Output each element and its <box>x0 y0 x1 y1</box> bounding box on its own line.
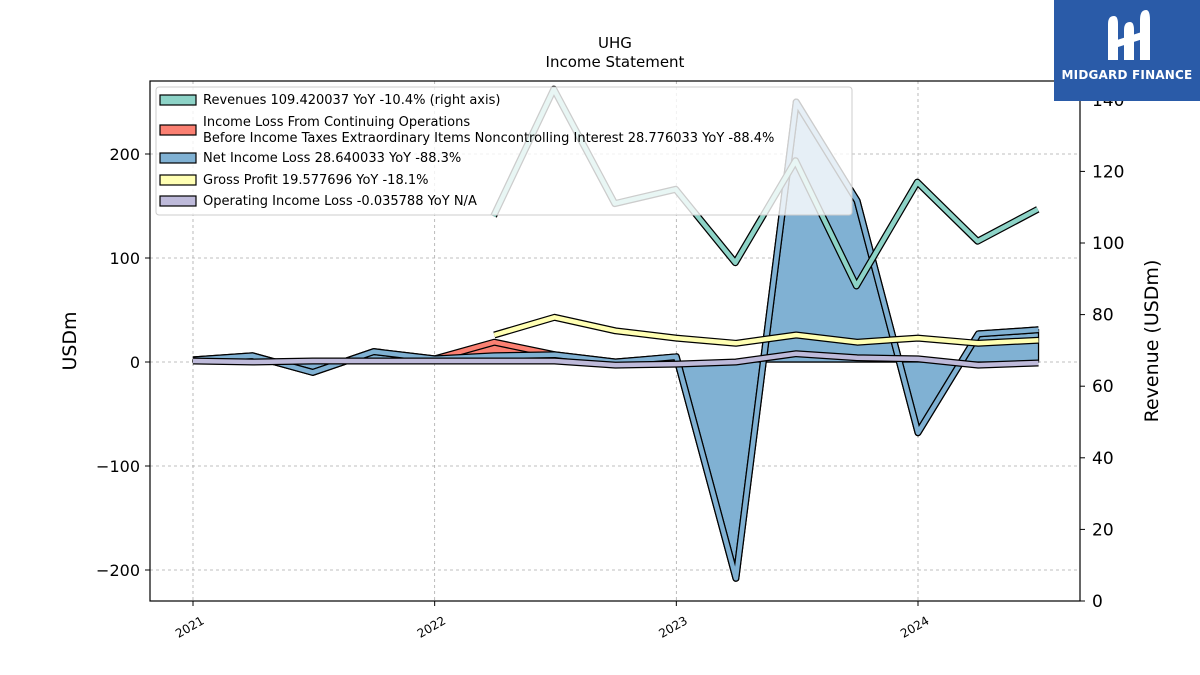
legend-income-before-taxes: Income Loss From Continuing OperationsBe… <box>159 115 774 146</box>
chart-title: UHG <box>598 34 632 52</box>
legend-income-before-taxes-label: Before Income Taxes Extraordinary Items … <box>203 131 774 146</box>
legend-operating-income: Operating Income Loss -0.035788 YoY N/A <box>159 194 477 209</box>
legend-gross-profit: Gross Profit 19.577696 YoY -18.1% <box>159 173 428 188</box>
legend-revenues-swatch <box>159 94 197 106</box>
legend-gross-profit-swatch <box>159 174 197 186</box>
series-layer <box>192 85 1040 582</box>
y-right-tick-label: 80 <box>1092 306 1114 326</box>
chart-subtitle: Income Statement <box>546 53 685 71</box>
legend-gross-profit-label: Gross Profit 19.577696 YoY -18.1% <box>203 173 428 188</box>
plot-frame <box>149 80 1081 602</box>
y-right-tick-label: 40 <box>1092 449 1114 469</box>
legend-operating-income-swatch <box>159 195 197 207</box>
legend-operating-income-label: Operating Income Loss -0.035788 YoY N/A <box>203 194 477 209</box>
y-tick-label: −200 <box>96 561 140 580</box>
y-tick-label: −100 <box>96 457 140 476</box>
legend-net-income-swatch <box>159 152 197 164</box>
y-right-tick-label: 20 <box>1092 520 1114 540</box>
legend-income-before-taxes-swatch <box>159 124 197 136</box>
right-axis-ticks: 020406080100120140 <box>1080 91 1124 612</box>
legend-net-income-label: Net Income Loss 28.640033 YoY -88.3% <box>203 151 461 166</box>
legend-income-before-taxes-label: Income Loss From Continuing Operations <box>203 115 470 130</box>
legend-revenues: Revenues 109.420037 YoY -10.4% (right ax… <box>159 93 500 108</box>
midgard-finance-logo: MIDGARD FINANCE <box>1054 0 1200 101</box>
series-gross-profit-line <box>493 315 1039 346</box>
midgard-logo-icon <box>1108 10 1150 60</box>
y-right-tick-label: 0 <box>1092 592 1103 612</box>
y-right-tick-label: 120 <box>1092 162 1124 182</box>
legend-revenues-label: Revenues 109.420037 YoY -10.4% (right ax… <box>203 93 500 108</box>
brand-name: MIDGARD FINANCE <box>1061 68 1193 82</box>
legend-net-income: Net Income Loss 28.640033 YoY -88.3% <box>159 151 461 166</box>
y-tick-label: 100 <box>109 249 140 268</box>
x-tick-label: 2022 <box>415 613 448 640</box>
y-axis-label: USDm <box>59 311 81 370</box>
legend-box <box>155 86 853 216</box>
y-axis-right-label: Revenue (USDm) <box>1141 260 1163 423</box>
left-axis-ticks: −200 −100 0 100 200 <box>96 145 150 580</box>
series-operating-income-line <box>192 351 1039 368</box>
series-gross-profit <box>493 313 1039 347</box>
legend: Revenues 109.420037 YoY -10.4% (right ax… <box>155 86 853 216</box>
series-operating-income <box>192 350 1039 369</box>
y-tick-label: 0 <box>130 353 140 372</box>
x-tick-label: 2021 <box>173 613 206 640</box>
y-right-tick-label: 100 <box>1092 234 1124 254</box>
y-right-tick-label: 60 <box>1092 377 1114 397</box>
x-tick-label: 2023 <box>656 613 689 640</box>
x-axis-ticks: 2021 2022 2023 2024 <box>173 601 932 641</box>
x-tick-label: 2024 <box>898 613 931 640</box>
y-tick-label: 200 <box>109 145 140 164</box>
